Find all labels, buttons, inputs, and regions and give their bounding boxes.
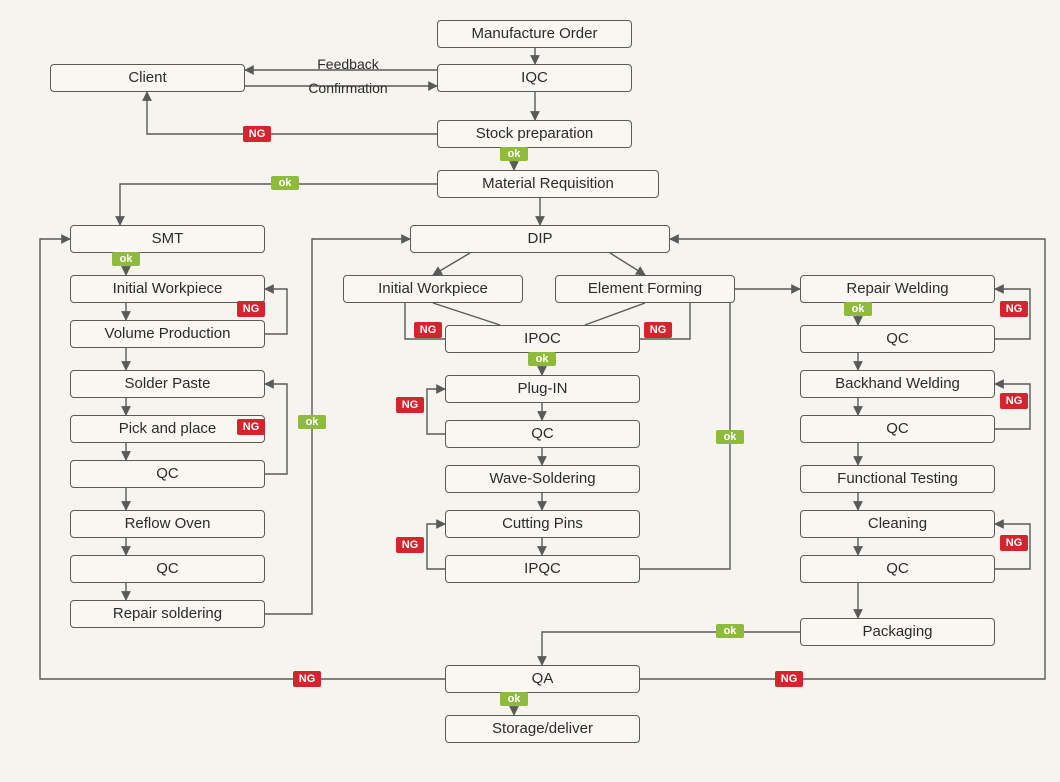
node-pack: Packaging (800, 618, 995, 646)
edge-e-qc1-ng (265, 384, 287, 474)
node-cpins: Cutting Pins (445, 510, 640, 538)
badge-ok-matreq: ok (271, 176, 299, 190)
node-store: Storage/deliver (445, 715, 640, 743)
node-iw2: Initial Workpiece (343, 275, 523, 303)
node-eform: Element Forming (555, 275, 735, 303)
node-clean: Cleaning (800, 510, 995, 538)
badge-ng-ipoc-r: NG (644, 322, 672, 338)
badge-ng-ipoc-l: NG (414, 322, 442, 338)
badge-ng-qc1: NG (237, 419, 265, 435)
node-rsold: Repair soldering (70, 600, 265, 628)
node-wsold: Wave-Soldering (445, 465, 640, 493)
label-feedback: Feedback (298, 56, 398, 72)
badge-ok-ipqc: ok (716, 430, 744, 444)
edge-e-dip-ef (610, 253, 645, 275)
badge-ok-stock: ok (500, 147, 528, 161)
edge-e-ipqc-ng (427, 524, 445, 569)
edge-e-dip-iw2 (433, 253, 470, 275)
node-qc5: QC (800, 415, 995, 443)
node-client: Client (50, 64, 245, 92)
badge-ok-pack: ok (716, 624, 744, 638)
badge-ok-rsold: ok (298, 415, 326, 429)
node-reflow: Reflow Oven (70, 510, 265, 538)
node-qa: QA (445, 665, 640, 693)
node-qc1: QC (70, 460, 265, 488)
badge-ok-smt: ok (112, 252, 140, 266)
badge-ng-qc3: NG (396, 397, 424, 413)
node-bweld: Backhand Welding (800, 370, 995, 398)
node-stock: Stock preparation (437, 120, 632, 148)
node-qc2: QC (70, 555, 265, 583)
badge-ok-qa: ok (500, 692, 528, 706)
badge-ng-qc6: NG (1000, 535, 1028, 551)
node-rweld: Repair Welding (800, 275, 995, 303)
node-iw1: Initial Workpiece (70, 275, 265, 303)
node-matreq: Material Requisition (437, 170, 659, 198)
flowchart-stage: { "canvas": { "w": 1060, "h": 782, "bg":… (0, 0, 1060, 782)
badge-ng-qa-r: NG (775, 671, 803, 687)
edge-e-iw2-ipoc (433, 303, 500, 325)
label-confirmation: Confirmation (283, 80, 413, 96)
badge-ng-ipqc: NG (396, 537, 424, 553)
node-pnp: Pick and place (70, 415, 265, 443)
badge-ok-ipoc: ok (528, 352, 556, 366)
node-iqc: IQC (437, 64, 632, 92)
edge-e-qa-ngR (640, 239, 1045, 679)
node-qc4: QC (800, 325, 995, 353)
badge-ok-rweld: ok (844, 302, 872, 316)
node-qc3: QC (445, 420, 640, 448)
edge-e-ef-ipoc (585, 303, 645, 325)
edge-e-vp-ng (265, 289, 287, 334)
node-spaste: Solder Paste (70, 370, 265, 398)
node-vp: Volume Production (70, 320, 265, 348)
node-ipoc: IPOC (445, 325, 640, 353)
node-dip: DIP (410, 225, 670, 253)
node-qc6: QC (800, 555, 995, 583)
badge-ng-qc5: NG (1000, 393, 1028, 409)
edge-e-mat-smt (120, 184, 437, 225)
badge-ng-qc4: NG (1000, 301, 1028, 317)
badge-ng-qa-l: NG (293, 671, 321, 687)
node-ftest: Functional Testing (800, 465, 995, 493)
badge-ng-stock: NG (243, 126, 271, 142)
badge-ng-vp: NG (237, 301, 265, 317)
node-ipqc: IPQC (445, 555, 640, 583)
edge-e-stock-ng (147, 92, 437, 134)
node-plugin: Plug-IN (445, 375, 640, 403)
edge-e-pk-qa (542, 632, 800, 665)
node-smt: SMT (70, 225, 265, 253)
edge-e-qc3-ng (427, 389, 445, 434)
node-mo: Manufacture Order (437, 20, 632, 48)
